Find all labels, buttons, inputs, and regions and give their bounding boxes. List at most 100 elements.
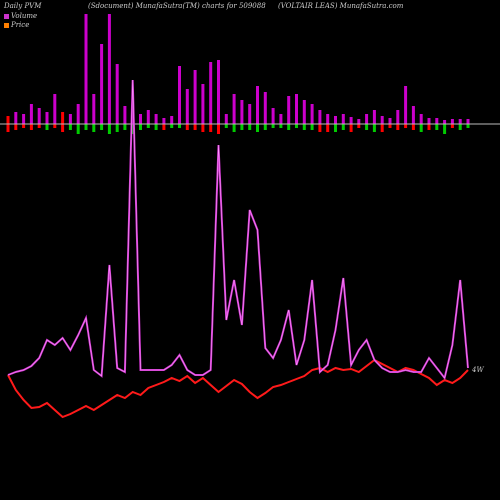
volume-bars <box>6 14 470 134</box>
volume-bar-down <box>217 124 220 134</box>
volume-bar-down <box>139 124 142 130</box>
volume-bar-down <box>154 124 158 130</box>
volume-bar-up <box>295 94 298 124</box>
volume-bar-down <box>349 124 353 132</box>
volume-bar-down <box>295 124 298 128</box>
volume-bar-up <box>53 94 57 124</box>
volume-bar-down <box>240 124 244 130</box>
volume-bar-up <box>450 119 454 124</box>
volume-bar-up <box>84 14 88 124</box>
volume-bar-down <box>388 124 392 128</box>
volume-bar-down <box>45 124 49 130</box>
volume-bar-up <box>232 94 236 124</box>
volume-bar-up <box>68 114 72 124</box>
volume-bar-up <box>115 64 119 124</box>
volume-bar-up <box>209 62 213 124</box>
volume-bar-up <box>302 100 306 124</box>
volume-bar-down <box>318 124 322 132</box>
volume-bar-up <box>435 118 439 124</box>
volume-bar-up <box>310 104 314 124</box>
volume-bar-up <box>466 119 470 124</box>
volume-bar-up <box>193 70 197 124</box>
volume-bar-up <box>443 120 447 124</box>
end-label: 4W <box>471 366 484 374</box>
legend-volume-label: Volume <box>11 12 38 20</box>
volume-bar-up <box>170 116 174 124</box>
volume-bar-down <box>466 124 470 128</box>
volume-bar-down <box>365 124 369 130</box>
volume-bar-down <box>287 124 291 130</box>
volume-bar-up <box>154 114 158 124</box>
volume-bar-down <box>248 124 252 130</box>
volume-bar-up <box>365 114 369 124</box>
volume-bar-up <box>388 118 392 124</box>
volume-bar-down <box>146 124 150 128</box>
volume-bar-up <box>107 14 111 124</box>
volume-bar-down <box>458 124 462 130</box>
volume-bar-up <box>37 108 41 124</box>
volume-bar-up <box>334 116 337 124</box>
volume-bar-down <box>68 124 72 130</box>
volume-bar-down <box>37 124 41 128</box>
volume-bar-up <box>185 89 189 124</box>
volume-bar-down <box>310 124 314 130</box>
volume-swatch <box>4 13 9 19</box>
volume-bar-down <box>92 124 96 132</box>
volume-bar-down <box>170 124 174 128</box>
volume-bar-down <box>341 124 345 130</box>
header-center: (Sdocument) MunafaSutra(TM) charts for 5… <box>88 2 266 10</box>
volume-bar-down <box>123 124 127 130</box>
volume-bar-down <box>419 124 423 132</box>
volume-bar-up <box>224 114 228 124</box>
volume-bar-up <box>6 116 10 124</box>
volume-bar-down <box>232 124 236 132</box>
volume-bar-down <box>224 124 228 128</box>
volume-bar-up <box>411 106 415 124</box>
volume-bar-up <box>217 60 220 124</box>
price-swatch <box>4 22 9 28</box>
volume-bar-up <box>396 110 400 124</box>
volume-bar-down <box>435 124 439 130</box>
volume-bar-up <box>248 104 252 124</box>
series-lines <box>7 79 469 419</box>
volume-bar-down <box>271 124 275 128</box>
volume-bar-up <box>458 119 462 124</box>
volume-bar-down <box>372 124 376 132</box>
volume-bar-down <box>201 124 205 132</box>
volume-bar-up <box>404 86 408 124</box>
volume-bar-down <box>193 124 197 130</box>
volume-bar-up <box>256 86 259 124</box>
volume-bar-down <box>84 124 88 130</box>
volume-bar-down <box>76 124 80 134</box>
volume-bar-down <box>61 124 65 132</box>
volume-bar-down <box>53 124 57 128</box>
volume-bar-down <box>14 124 18 130</box>
volume-bar-down <box>357 124 361 128</box>
volume-bar-up <box>318 110 322 124</box>
volume-bar-down <box>162 124 166 130</box>
volume-bar-down <box>404 124 408 128</box>
volume-bar-up <box>279 114 283 124</box>
volume-bar-up <box>45 112 49 124</box>
volume-bar-down <box>22 124 26 128</box>
volume-bar-up <box>201 84 205 124</box>
volume-bar-up <box>139 114 142 124</box>
volume-bar-up <box>100 44 104 124</box>
volume-bar-down <box>256 124 259 132</box>
legend-volume: Volume <box>4 12 37 20</box>
volume-bar-down <box>279 124 283 128</box>
volume-bar-up <box>287 96 291 124</box>
volume-bar-up <box>271 108 275 124</box>
volume-bar-down <box>326 124 330 132</box>
volume-bar-down <box>107 124 111 134</box>
volume-bar-up <box>76 104 80 124</box>
volume-bar-down <box>334 124 337 132</box>
volume-bar-down <box>427 124 431 130</box>
volume-bar-down <box>100 124 104 130</box>
pvm-line-highlight <box>7 79 469 379</box>
volume-bar-down <box>6 124 10 132</box>
volume-bar-down <box>209 124 213 132</box>
volume-bar-up <box>372 110 376 124</box>
volume-bar-down <box>185 124 189 130</box>
volume-bar-down <box>263 124 267 130</box>
